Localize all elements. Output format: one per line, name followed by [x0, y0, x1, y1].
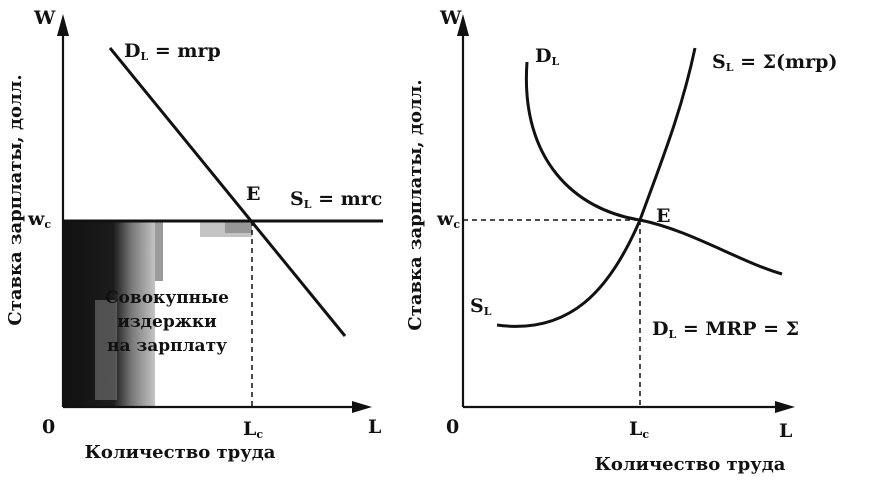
- area-label-line-1: Совокупные: [105, 288, 229, 308]
- demand-top-sub: L: [551, 55, 559, 68]
- area-label-line-2: издержки: [117, 312, 217, 332]
- total-wage-cost-area: [63, 221, 253, 407]
- supply-top-main: S: [712, 51, 726, 73]
- supply-label: SL = mrc: [290, 188, 382, 211]
- right-panel: W L 0 wc Lc DL SL = Σ(mrp) SL DL = MRP =…: [405, 7, 837, 475]
- area-top-shading-dark: [225, 221, 252, 233]
- demand-top-label: DL: [535, 45, 559, 68]
- supply-bottom-main: S: [470, 295, 484, 317]
- x-axis-letter: L: [368, 416, 381, 438]
- y-axis-title: Ставка зарплаты, долл.: [5, 74, 26, 325]
- labor-tick-sub: c: [256, 428, 263, 441]
- demand-label-rest: = mrp: [148, 40, 221, 62]
- x-axis-title: Количество труда: [85, 442, 276, 463]
- demand-bottom-main: D: [652, 318, 668, 340]
- wage-tick-label: wc: [27, 208, 51, 231]
- demand-label-sub: L: [140, 50, 148, 63]
- equilibrium-label: E: [656, 205, 670, 227]
- left-panel: W L 0 wc Lc DL = mrp SL = mrc E Количест…: [5, 7, 383, 463]
- supply-top-rest: = Σ(mrp): [733, 51, 837, 73]
- area-speckle-shading: [95, 300, 117, 400]
- supply-bottom-label: SL: [470, 295, 492, 318]
- wage-tick-label: wc: [436, 208, 460, 231]
- supply-top-sub: L: [726, 61, 734, 74]
- y-axis-arrow: [457, 14, 469, 36]
- supply-label-rest: = mrc: [311, 188, 382, 210]
- x-axis-arrow: [352, 401, 372, 413]
- demand-top-main: D: [535, 45, 551, 67]
- area-mid-shading: [155, 221, 163, 281]
- x-axis-letter: L: [779, 420, 792, 442]
- wage-tick-sub: c: [453, 218, 460, 231]
- origin-label: 0: [446, 416, 459, 438]
- demand-bottom-sub: L: [668, 328, 676, 341]
- origin-label: 0: [42, 416, 55, 438]
- y-axis-arrow: [57, 14, 69, 36]
- equilibrium-label: E: [246, 183, 260, 205]
- y-axis-letter: W: [439, 7, 462, 29]
- supply-top-label: SL = Σ(mrp): [712, 51, 837, 74]
- area-label-line-3: на зарплату: [107, 336, 227, 356]
- wage-tick-main: w: [27, 208, 45, 230]
- supply-label-main: S: [290, 188, 304, 210]
- labor-tick-sub: c: [642, 428, 649, 441]
- supply-label-sub: L: [304, 198, 312, 211]
- labor-tick-label: Lc: [243, 418, 263, 441]
- x-axis-arrow: [775, 401, 795, 413]
- demand-label: DL = mrp: [124, 40, 221, 63]
- labor-tick-main: L: [629, 418, 642, 440]
- labor-tick-label: Lc: [629, 418, 649, 441]
- demand-line: [108, 47, 347, 337]
- wage-tick-main: w: [436, 208, 454, 230]
- x-axis-title: Количество труда: [595, 454, 786, 475]
- y-axis-title: Ставка зарплаты, долл.: [405, 79, 426, 330]
- labor-tick-main: L: [243, 418, 256, 440]
- demand-bottom-rest: = MRP = Σ: [676, 318, 799, 340]
- demand-label-main: D: [124, 40, 140, 62]
- demand-bottom-label: DL = MRP = Σ: [652, 318, 799, 341]
- area-label: Совокупные издержки на зарплату: [105, 288, 229, 356]
- y-axis-letter: W: [33, 7, 56, 29]
- demand-curve: [524, 61, 783, 276]
- supply-bottom-sub: L: [484, 305, 492, 318]
- wage-tick-sub: c: [44, 218, 51, 231]
